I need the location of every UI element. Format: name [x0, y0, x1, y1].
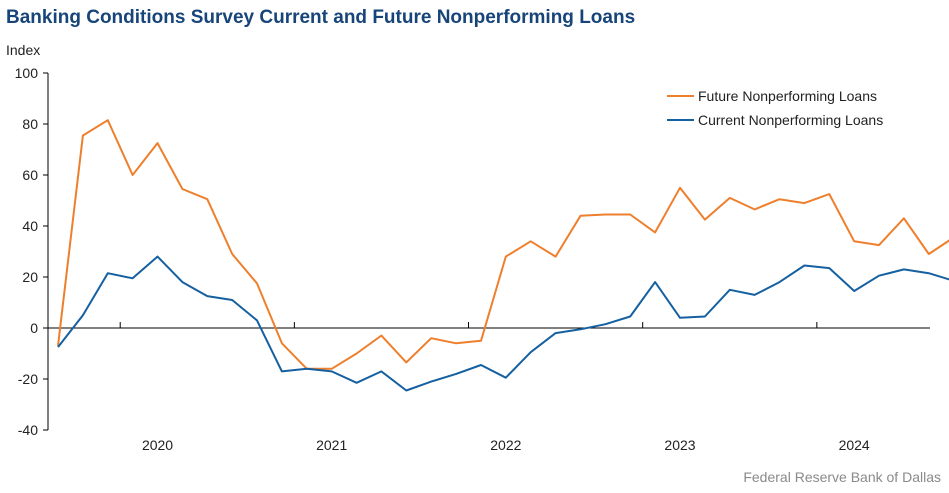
y-tick-label: 20 [22, 269, 38, 285]
x-tick-label: 2020 [142, 437, 173, 453]
x-tick-label: 2021 [316, 437, 347, 453]
legend-label: Future Nonperforming Loans [698, 88, 877, 104]
y-tick-label: 40 [22, 218, 38, 234]
legend-label: Current Nonperforming Loans [698, 112, 883, 128]
series-line-current [57, 255, 949, 392]
y-tick-label: -20 [18, 371, 38, 387]
x-tick-label: 2024 [839, 437, 870, 453]
chart-title: Banking Conditions Survey Current and Fu… [6, 7, 636, 28]
x-tick-label: 2023 [664, 437, 695, 453]
y-tick-label: -40 [18, 422, 38, 438]
x-tick-label: 2022 [490, 437, 521, 453]
y-tick-label: 80 [22, 116, 38, 132]
y-tick-label: 100 [15, 65, 39, 81]
y-tick-label: 0 [30, 320, 38, 336]
series-lines [57, 119, 949, 392]
source-note: Federal Reserve Bank of Dallas [743, 469, 941, 485]
series-line-future [57, 119, 949, 370]
legend: Future Nonperforming Loans Current Nonper… [667, 88, 883, 128]
axes: -40 -20 0 20 40 60 80 100 Index 2020 2021 2022 2023 2… [6, 42, 930, 453]
y-axis-label: Index [6, 42, 40, 58]
y-tick-label: 60 [22, 167, 38, 183]
